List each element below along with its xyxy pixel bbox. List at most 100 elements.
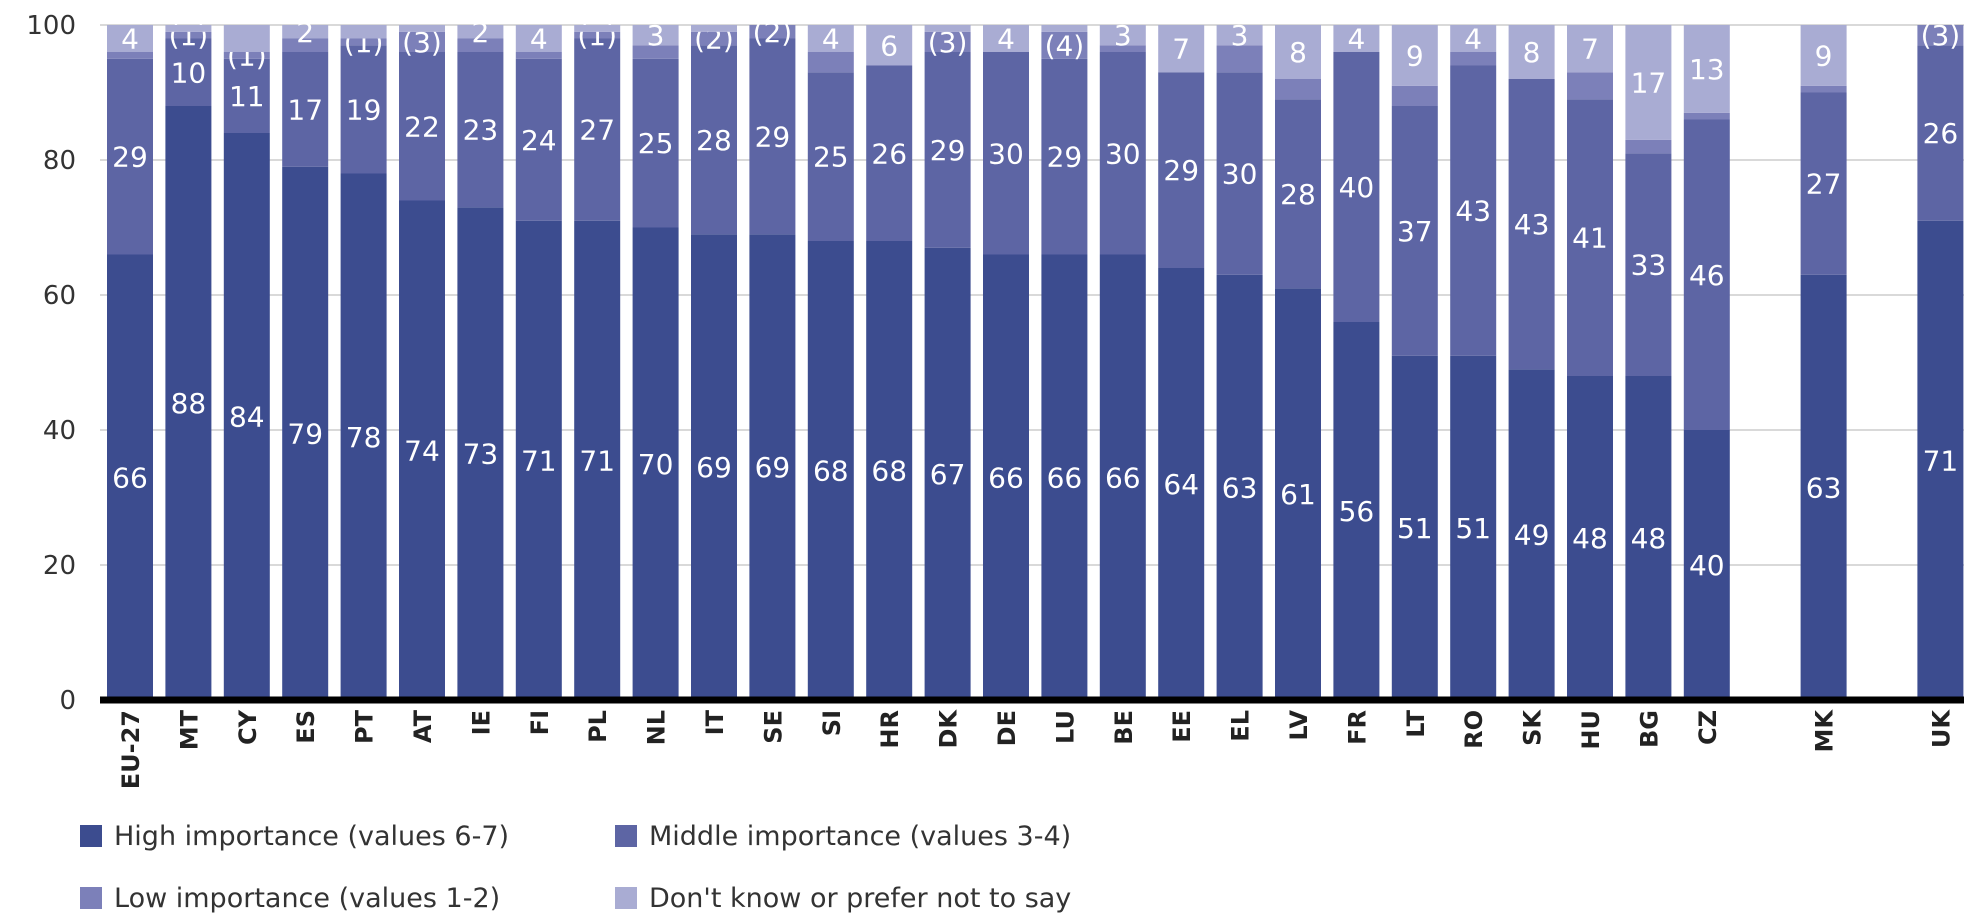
bar-segment <box>223 25 270 52</box>
data-label: 25 <box>638 127 674 160</box>
data-label: 10 <box>171 56 207 89</box>
y-tick-label: 100 <box>26 11 76 41</box>
data-label: 68 <box>871 455 907 488</box>
y-tick-label: 20 <box>43 551 76 581</box>
bar-segment <box>165 25 212 32</box>
bar-segment <box>983 25 1029 52</box>
data-label: 8 <box>1523 36 1541 69</box>
data-label: 28 <box>1280 178 1316 211</box>
bar-segment <box>1567 376 1613 700</box>
data-label: 2 <box>471 16 489 49</box>
x-axis-labels: EU-27 MT CY ES PT AT IE FI PL NL IT SE SI HR DK DE LU BE E… <box>117 709 1955 790</box>
x-tick-label: NL <box>643 710 671 745</box>
x-tick-label: EU-27 <box>117 710 145 789</box>
data-label: (4) <box>1045 29 1085 62</box>
x-tick-label: FI <box>526 710 554 735</box>
bar-segment <box>1800 274 1847 700</box>
bar-segment <box>107 254 153 700</box>
bar-segment <box>866 241 913 700</box>
x-tick-label: LU <box>1051 710 1079 744</box>
bar-segment <box>340 25 387 39</box>
bar-segment <box>1450 65 1497 356</box>
bar-segment <box>457 52 504 208</box>
x-tick-label: DE <box>993 710 1021 746</box>
data-label: 24 <box>521 124 557 157</box>
data-label: 66 <box>1105 461 1141 494</box>
bar-segment <box>223 58 270 133</box>
data-label: 4 <box>121 23 139 56</box>
bar-segment <box>1275 99 1321 289</box>
bar-segment <box>515 25 562 52</box>
bar-segment <box>632 227 679 700</box>
data-label: 43 <box>1514 208 1550 241</box>
x-tick-label: IE <box>467 710 495 735</box>
bar-segment <box>1683 430 1730 700</box>
data-label: 33 <box>1631 249 1667 282</box>
data-label: 67 <box>930 458 966 491</box>
data-label: 49 <box>1514 519 1550 552</box>
x-tick-label: SE <box>759 710 787 744</box>
bar-segment <box>165 106 212 700</box>
bar-segment <box>515 52 562 59</box>
data-label: 4 <box>1464 23 1482 56</box>
data-label: 30 <box>1222 158 1258 191</box>
data-label: 48 <box>1631 522 1667 555</box>
data-label: 9 <box>1406 39 1424 72</box>
data-label: 7 <box>1581 33 1599 66</box>
legend-swatch <box>615 825 637 847</box>
bar-segment <box>399 52 445 201</box>
data-label: 29 <box>755 120 791 153</box>
bar-segment <box>1683 112 1730 120</box>
legend-label: Low importance (values 1-2) <box>114 883 500 914</box>
bar-segment <box>1917 220 1964 700</box>
bar-segment <box>1041 254 1088 700</box>
data-label: 28 <box>696 124 732 157</box>
data-label: 66 <box>112 461 148 494</box>
x-tick-label: SI <box>818 710 846 736</box>
bar-segment <box>1275 25 1321 79</box>
bar-segment <box>223 52 270 59</box>
bar-segment <box>1216 25 1263 46</box>
bar-segment <box>983 254 1029 700</box>
bar-segment <box>340 173 387 700</box>
bar-segment <box>1567 72 1613 100</box>
data-label: 71 <box>579 444 615 477</box>
bar-segment <box>1917 45 1964 221</box>
data-label: 46 <box>1689 259 1725 292</box>
bar-segment <box>1216 72 1263 275</box>
data-label: 6 <box>880 29 898 62</box>
bar-segment <box>1158 25 1205 73</box>
data-label: 71 <box>1923 444 1959 477</box>
bars: 662948810(1)8411(1)791727819(1)7422(3)73… <box>107 16 1964 700</box>
data-label: (2) <box>753 16 793 49</box>
legend-swatch <box>615 887 637 909</box>
bar-segment <box>574 38 621 221</box>
x-tick-label: FR <box>1343 710 1371 745</box>
legend-label: Don't know or prefer not to say <box>649 883 1071 914</box>
legend-label: High importance (values 6-7) <box>114 821 509 852</box>
bar-segment <box>1391 355 1438 700</box>
bar-segment <box>574 220 621 700</box>
bar-segment <box>1625 25 1672 140</box>
bar-segment <box>107 58 153 255</box>
data-label: 3 <box>1231 19 1249 52</box>
bar-segment <box>1041 58 1088 255</box>
bar-segment <box>691 234 737 700</box>
bar-segment <box>1450 25 1497 52</box>
data-label: 79 <box>287 417 323 450</box>
bar-segment <box>1275 79 1321 100</box>
bar-segment <box>282 38 329 52</box>
x-tick-label: EL <box>1227 710 1255 742</box>
data-label: 88 <box>171 387 207 420</box>
bar-segment <box>1099 45 1146 52</box>
data-label: 4 <box>997 23 1015 56</box>
legend-swatch <box>80 825 102 847</box>
bar-segment <box>515 58 562 221</box>
bar-segment <box>282 52 329 167</box>
legend: High importance (values 6-7) Middle impor… <box>80 821 1071 914</box>
x-tick-label: EE <box>1168 710 1196 743</box>
bar-segment <box>574 31 621 39</box>
bar-segment <box>632 25 679 46</box>
data-label: 29 <box>930 134 966 167</box>
